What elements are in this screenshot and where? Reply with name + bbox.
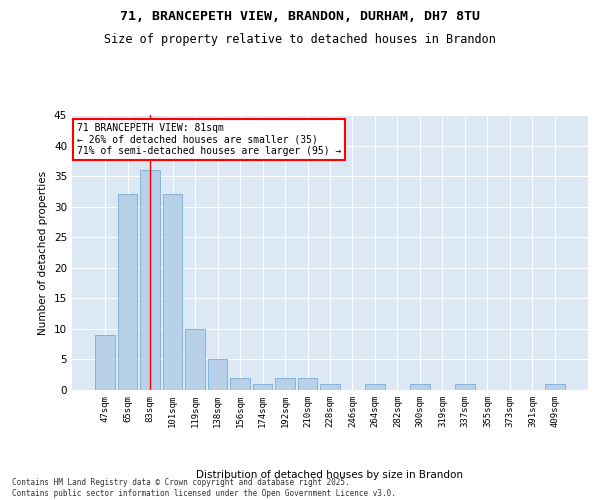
- Bar: [455, 384, 475, 390]
- Bar: [298, 378, 317, 390]
- Bar: [545, 384, 565, 390]
- Bar: [208, 360, 227, 390]
- Bar: [320, 384, 340, 390]
- Bar: [365, 384, 385, 390]
- Bar: [163, 194, 182, 390]
- Text: 71 BRANCEPETH VIEW: 81sqm
← 26% of detached houses are smaller (35)
71% of semi-: 71 BRANCEPETH VIEW: 81sqm ← 26% of detac…: [77, 123, 341, 156]
- Bar: [140, 170, 160, 390]
- Text: 71, BRANCEPETH VIEW, BRANDON, DURHAM, DH7 8TU: 71, BRANCEPETH VIEW, BRANDON, DURHAM, DH…: [120, 10, 480, 23]
- Bar: [275, 378, 295, 390]
- Bar: [410, 384, 430, 390]
- Y-axis label: Number of detached properties: Number of detached properties: [38, 170, 49, 334]
- Text: Size of property relative to detached houses in Brandon: Size of property relative to detached ho…: [104, 32, 496, 46]
- Text: Contains HM Land Registry data © Crown copyright and database right 2025.
Contai: Contains HM Land Registry data © Crown c…: [12, 478, 396, 498]
- Bar: [185, 329, 205, 390]
- Bar: [118, 194, 137, 390]
- Bar: [253, 384, 272, 390]
- Bar: [230, 378, 250, 390]
- Bar: [95, 335, 115, 390]
- Text: Distribution of detached houses by size in Brandon: Distribution of detached houses by size …: [197, 470, 464, 480]
